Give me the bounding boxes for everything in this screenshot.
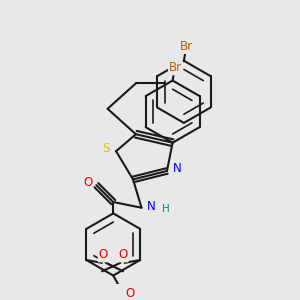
Text: S: S bbox=[103, 142, 110, 155]
Text: N: N bbox=[172, 162, 181, 175]
Text: O: O bbox=[126, 287, 135, 300]
Text: O: O bbox=[118, 248, 128, 261]
Text: Br: Br bbox=[169, 61, 182, 74]
Text: Br: Br bbox=[180, 40, 193, 53]
Text: O: O bbox=[83, 176, 92, 189]
Text: O: O bbox=[99, 248, 108, 261]
Text: N: N bbox=[147, 200, 156, 213]
Text: H: H bbox=[162, 204, 170, 214]
